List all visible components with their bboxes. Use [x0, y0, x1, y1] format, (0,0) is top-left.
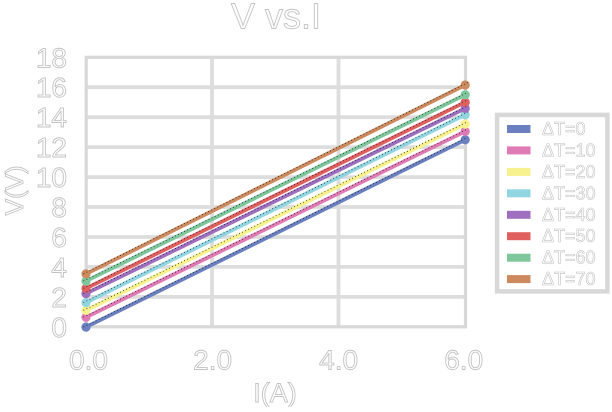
- svg-text:ΔT=0: ΔT=0: [542, 119, 586, 139]
- svg-text:2: 2: [51, 282, 67, 313]
- svg-text:ΔT=30: ΔT=30: [542, 183, 596, 203]
- svg-text:6: 6: [51, 222, 67, 253]
- svg-text:ΔT=50: ΔT=50: [542, 226, 596, 246]
- svg-text:0.0: 0.0: [69, 345, 108, 376]
- svg-text:ΔT=70: ΔT=70: [542, 269, 596, 289]
- svg-text:0: 0: [51, 312, 67, 343]
- svg-text:ΔT=10: ΔT=10: [542, 140, 596, 160]
- svg-text:2.0: 2.0: [193, 345, 232, 376]
- svg-text:4: 4: [51, 252, 67, 283]
- svg-text:4.0: 4.0: [319, 345, 358, 376]
- svg-text:I(A): I(A): [253, 378, 297, 407]
- svg-text:14: 14: [36, 102, 67, 133]
- svg-text:6.0: 6.0: [444, 345, 483, 376]
- svg-text:8: 8: [51, 192, 67, 223]
- svg-text:16: 16: [36, 72, 67, 103]
- svg-text:ΔT=40: ΔT=40: [542, 205, 596, 225]
- svg-text:ΔT=20: ΔT=20: [542, 162, 596, 182]
- svg-text:12: 12: [36, 132, 67, 163]
- svg-text:18: 18: [36, 42, 67, 73]
- svg-text:V(V): V(V): [1, 166, 29, 216]
- svg-text:ΔT=60: ΔT=60: [542, 248, 596, 268]
- svg-text:V vs.I: V vs.I: [231, 0, 321, 37]
- svg-text:10: 10: [36, 162, 67, 193]
